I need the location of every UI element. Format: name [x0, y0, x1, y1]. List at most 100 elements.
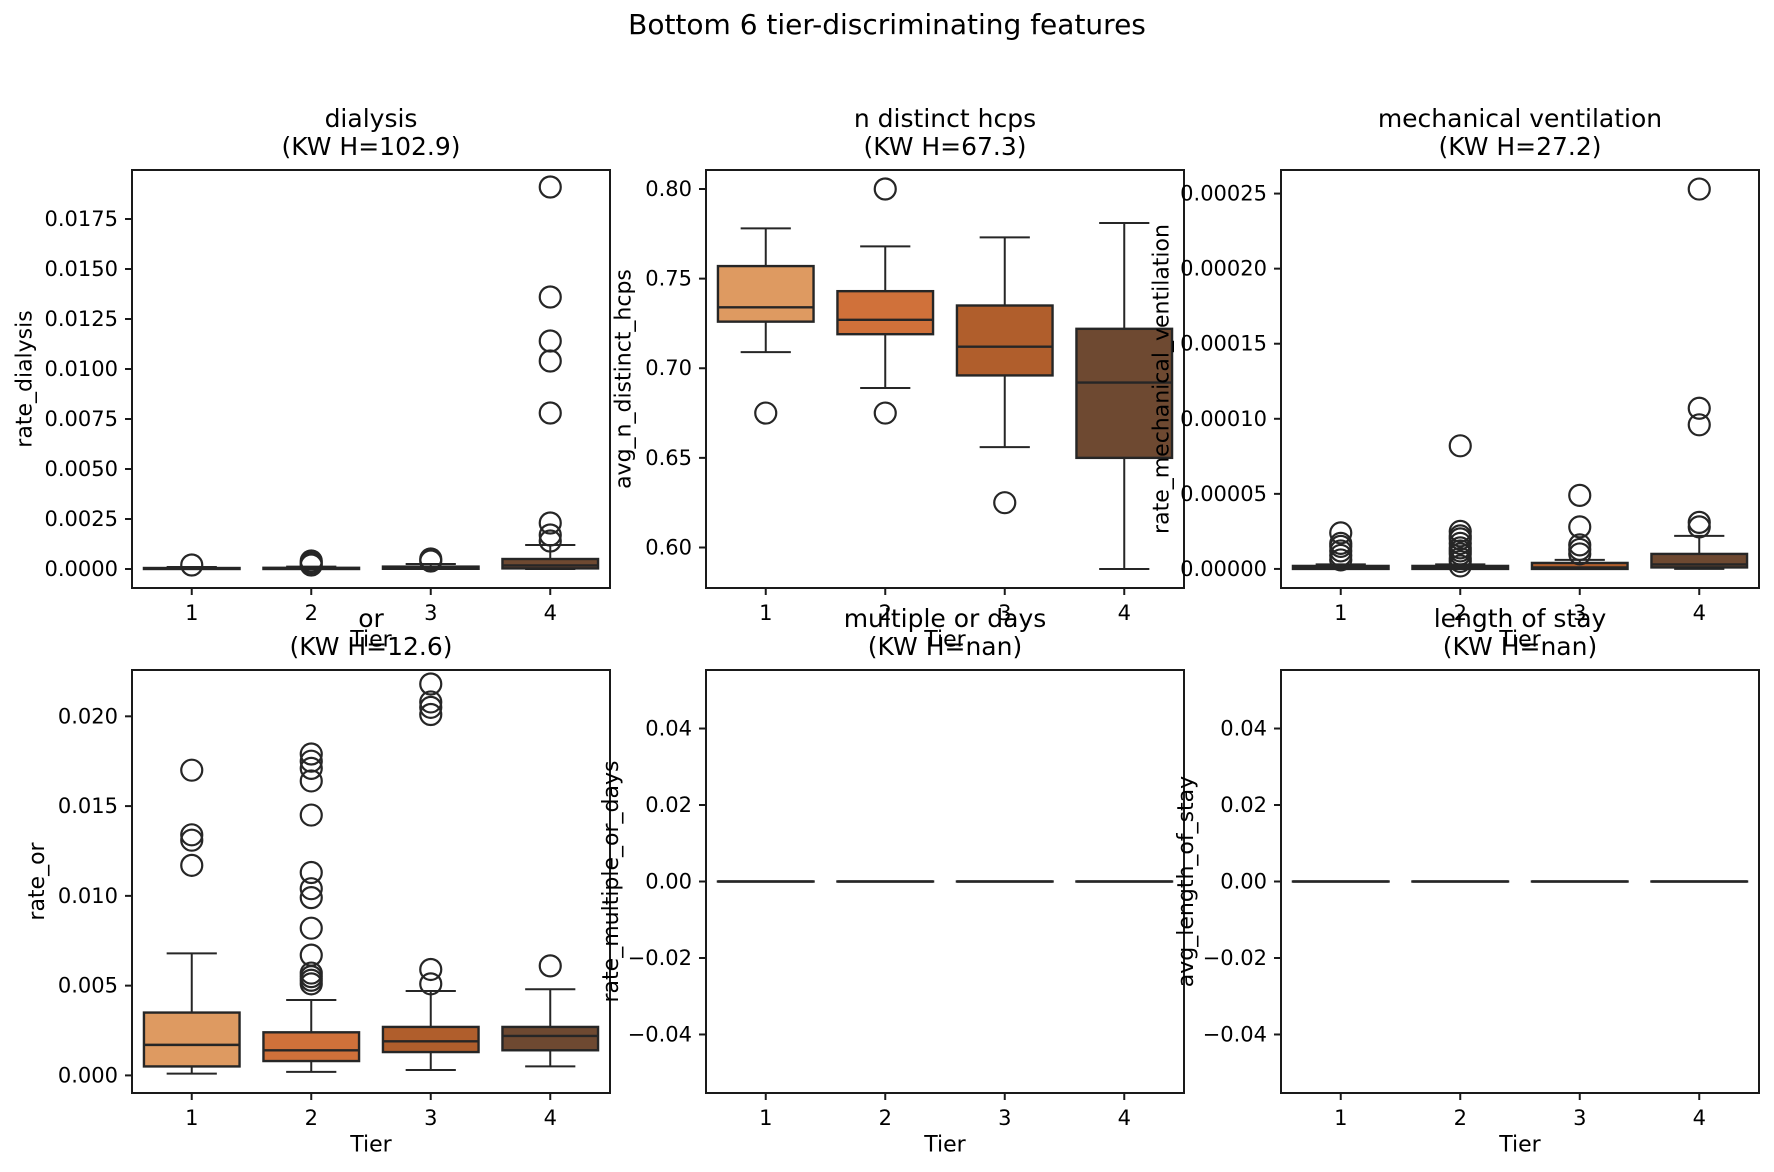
outlier-point: [538, 349, 562, 373]
box-iqr: [262, 1031, 361, 1063]
subplot-n-distinct-hcps: n distinct hcps(KW H=67.3)0.600.650.700.…: [611, 104, 1185, 653]
x-tick-label: 4: [544, 601, 557, 625]
outlier-point: [1568, 483, 1592, 507]
subplot-title: multiple or days: [844, 604, 1047, 633]
x-tick-label: 1: [185, 1106, 198, 1130]
box-iqr: [501, 557, 600, 570]
x-axis-label: Tier: [349, 1133, 392, 1158]
outlier-point: [1687, 515, 1711, 539]
x-tick-label: 1: [759, 601, 772, 625]
outlier-point: [538, 329, 562, 353]
subplot-multiple-or-days: multiple or days(KW H=nan) −0.04 −0.02 0.00…: [599, 604, 1185, 1158]
outlier-point: [1329, 531, 1353, 556]
x-tick-label: 2: [1454, 1106, 1467, 1130]
outlier-point: [299, 886, 323, 910]
outlier-point: [419, 690, 443, 714]
y-axis-label: rate_or: [25, 841, 50, 920]
outlier-point: [299, 877, 323, 901]
x-axis: 1 2 3 4: [759, 1093, 1131, 1130]
y-tick-label: −0.02: [628, 946, 692, 970]
outlier-point: [299, 916, 323, 940]
x-tick-label: 2: [305, 1106, 318, 1130]
subplot-title: length of stay: [1434, 604, 1607, 633]
x-tick-label: 4: [1118, 601, 1131, 625]
box-tier-1: [142, 758, 241, 1075]
y-axis: 0.60 0.65 0.70 0.75 0.80: [645, 177, 706, 559]
outlier-point: [299, 803, 323, 827]
x-tick-label: 3: [1573, 1106, 1586, 1130]
y-tick-label: 0.0100: [45, 357, 118, 381]
outlier-point: [1568, 537, 1592, 562]
x-tick-label: 2: [879, 1106, 892, 1130]
outlier-point: [873, 401, 897, 425]
x-tick-label: 4: [1693, 601, 1706, 625]
subplot-length-of-stay: length of stay(KW H=nan) −0.04 −0.02 0.00 0.…: [1174, 604, 1760, 1158]
outlier-point: [299, 742, 323, 766]
outlier-point: [1448, 519, 1472, 543]
x-tick-label: 4: [544, 1106, 557, 1130]
axes-frame: [1280, 169, 1760, 589]
subplot-title: dialysis: [325, 104, 418, 133]
x-tick-label: 2: [1454, 601, 1467, 625]
y-tick-label: 0.010: [58, 884, 118, 908]
box-tier-2: [836, 177, 935, 425]
outlier-point: [299, 961, 323, 985]
outlier-point: [1687, 413, 1711, 437]
y-tick-label: 0.0025: [45, 507, 118, 531]
box-iqr: [142, 1011, 241, 1068]
outlier-point: [1329, 543, 1353, 568]
subplot-title: or: [358, 604, 384, 633]
y-tick-label: 0.00: [645, 870, 692, 894]
outlier-point: [419, 672, 443, 696]
box-tier-1: [716, 227, 815, 425]
outlier-point: [180, 828, 204, 852]
y-tick-label: −0.02: [1203, 946, 1267, 970]
x-tick-label: 3: [1573, 601, 1586, 625]
x-tick-label: 4: [1118, 1106, 1131, 1130]
y-axis: 0.00000 0.00005 0.00010 0.00015 0.00020 0.000…: [1180, 182, 1281, 581]
outlier-point: [299, 769, 323, 793]
outlier-point: [299, 860, 323, 885]
y-tick-label: 0.0075: [45, 407, 118, 431]
x-axis-label: Tier: [923, 1133, 966, 1158]
y-tick-label: 0.60: [645, 535, 692, 559]
subplot-mechanical-ventilation: mechanical ventilation(KW H=27.2) 0.00000…: [1149, 104, 1760, 653]
outlier-point: [419, 702, 443, 727]
y-tick-label: 0.75: [645, 267, 692, 291]
outlier-point: [538, 175, 562, 199]
box-iqr: [955, 304, 1054, 377]
y-tick-label: −0.04: [628, 1022, 692, 1046]
subplot-subtitle: (KW H=27.2): [1438, 132, 1601, 161]
outlier-point: [419, 695, 443, 719]
figure-suptitle: Bottom 6 tier-discriminating features: [628, 8, 1146, 41]
box-tier-3: [1530, 483, 1629, 571]
outlier-point: [873, 177, 897, 201]
y-tick-label: 0.0175: [45, 207, 118, 231]
y-tick-label: 0.00005: [1180, 482, 1267, 506]
y-tick-label: 0.04: [1220, 717, 1267, 741]
y-tick-label: 0.020: [58, 704, 118, 728]
x-axis-label: Tier: [1498, 1133, 1541, 1158]
axes-frame: [705, 169, 1185, 589]
box-tier-2: [262, 549, 361, 577]
y-tick-label: 0.70: [645, 356, 692, 380]
y-axis-label: avg_n_distinct_hcps: [611, 269, 636, 489]
y-tick-label: 0.000: [58, 1063, 118, 1087]
y-axis-label: rate_multiple_or_days: [599, 761, 624, 1003]
outlier-point: [1329, 521, 1353, 545]
outlier-point: [1568, 533, 1592, 557]
box-iqr: [1075, 327, 1174, 460]
outlier-point: [538, 529, 562, 553]
box-iqr: [716, 264, 815, 323]
outlier-point: [299, 551, 323, 575]
outlier-point: [180, 758, 204, 782]
x-axis: 1 2 3 4: [185, 1093, 557, 1130]
subplot-title: n distinct hcps: [854, 104, 1036, 133]
outlier-point: [538, 954, 562, 978]
y-axis: 0.000 0.005 0.010 0.015 0.020: [58, 704, 132, 1087]
x-axis: 1 2 3 4: [1334, 588, 1706, 625]
y-axis: −0.04 −0.02 0.00 0.02 0.04: [628, 717, 706, 1046]
x-tick-label: 2: [879, 601, 892, 625]
y-tick-label: 0.00015: [1180, 332, 1267, 356]
x-tick-label: 1: [1334, 1106, 1347, 1130]
